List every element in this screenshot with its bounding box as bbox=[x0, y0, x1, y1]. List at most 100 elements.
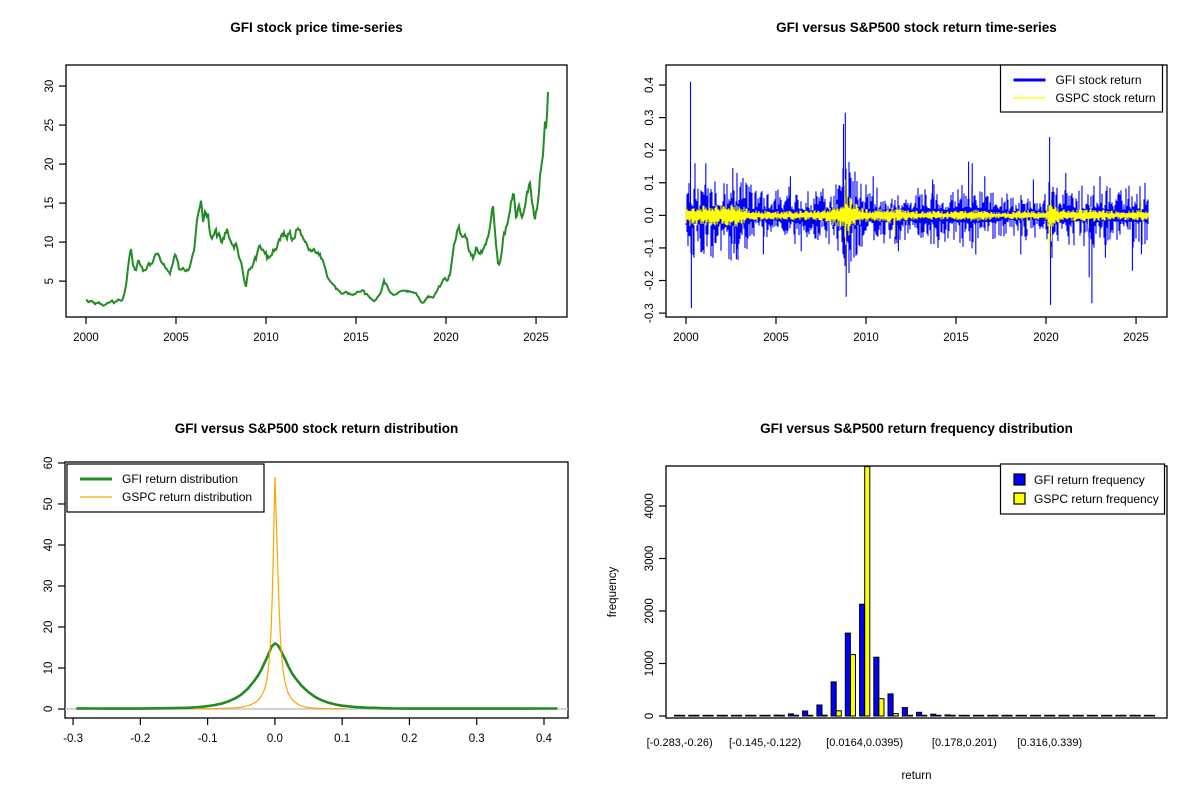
returns-chart: GFI versus S&P500 stock return time-seri… bbox=[644, 20, 1168, 344]
gfi-bar bbox=[1129, 714, 1136, 717]
y-tick-label: -0.2 bbox=[644, 271, 656, 291]
gspc-bar bbox=[921, 714, 928, 717]
y-tick-label: 5 bbox=[44, 278, 56, 284]
gspc-bar bbox=[778, 714, 785, 717]
gfi-bar bbox=[773, 714, 780, 717]
gfi-bar bbox=[1115, 714, 1122, 717]
gspc-bar bbox=[1006, 714, 1013, 717]
legend-label: GFI return distribution bbox=[122, 472, 238, 486]
gspc-bar bbox=[1020, 714, 1027, 717]
legend-label: GSPC stock return bbox=[1056, 91, 1156, 105]
gspc-bar bbox=[1035, 714, 1042, 717]
x-tick-label: 0.3 bbox=[469, 733, 485, 745]
gspc-bar bbox=[693, 714, 700, 717]
gfi-bar bbox=[787, 713, 794, 717]
gspc-bar bbox=[750, 714, 757, 717]
gspc-bar bbox=[807, 714, 814, 717]
y-tick-label: 0 bbox=[43, 706, 55, 712]
gspc-bar bbox=[721, 714, 728, 717]
histogram-chart: GFI versus S&P500 return frequency distr… bbox=[607, 421, 1168, 782]
y-tick-label: 60 bbox=[43, 457, 55, 470]
x-tick-label: 2020 bbox=[433, 332, 459, 344]
plot-box bbox=[64, 461, 569, 719]
y-tick-label: 20 bbox=[43, 621, 55, 634]
gspc-bar bbox=[935, 714, 942, 717]
legend-box bbox=[66, 463, 265, 513]
gfi-bar bbox=[830, 681, 837, 717]
gspc-bar bbox=[878, 698, 885, 717]
x-tick-label: -0.3 bbox=[63, 733, 83, 745]
legend: GFI return frequency GSPC return frequenc… bbox=[999, 463, 1166, 515]
gfi-bar bbox=[1072, 714, 1079, 717]
gspc-bar bbox=[906, 714, 913, 717]
plot-box bbox=[65, 64, 568, 318]
gfi-bar bbox=[1044, 714, 1051, 717]
bin-label: [0.316,0.339) bbox=[1017, 737, 1082, 749]
y-tick-label: 0.2 bbox=[644, 142, 656, 158]
gspc-bar bbox=[821, 714, 828, 717]
gfi-bar bbox=[702, 714, 709, 717]
legend-label: GFI stock return bbox=[1056, 73, 1142, 87]
gfi-bar bbox=[674, 714, 681, 717]
legend-square-swatch bbox=[1013, 473, 1026, 486]
gspc-bar bbox=[1077, 714, 1084, 717]
gspc-bar bbox=[736, 714, 743, 717]
bin-label: [-0.145,-0.122) bbox=[729, 737, 801, 749]
x-tick-label: 2015 bbox=[943, 332, 969, 344]
y-tick-label: 3000 bbox=[644, 546, 656, 572]
x-tick-label: 2000 bbox=[673, 332, 699, 344]
gspc-bar bbox=[1106, 714, 1113, 717]
y-tick-label: 0.3 bbox=[644, 110, 656, 126]
gspc-bar bbox=[978, 714, 985, 717]
gfi-bar bbox=[844, 632, 851, 717]
plot-box bbox=[665, 64, 1168, 318]
x-tick-label: 0.2 bbox=[401, 733, 417, 745]
x-tick-label: 2025 bbox=[523, 332, 549, 344]
price-chart-panel: GFI stock price time-series 2000 2005 2010 2… bbox=[0, 0, 600, 400]
x-tick-label: 2005 bbox=[163, 332, 189, 344]
legend-box bbox=[999, 64, 1164, 113]
gspc-bar bbox=[793, 714, 800, 717]
plot-box bbox=[665, 465, 1168, 719]
x-tick-label: -0.1 bbox=[198, 733, 218, 745]
gfi-bar bbox=[1058, 714, 1065, 717]
x-tick-label: 0.0 bbox=[267, 733, 283, 745]
gfi-bar bbox=[972, 714, 979, 717]
gfi-bar bbox=[1143, 714, 1150, 717]
y-tick-label: 30 bbox=[44, 80, 56, 93]
gfi-bar bbox=[759, 714, 766, 717]
gfi-bar bbox=[1015, 714, 1022, 717]
chart-title: GFI versus S&P500 stock return distribut… bbox=[175, 421, 459, 436]
gspc-bar bbox=[892, 713, 899, 717]
gfi-bar bbox=[958, 714, 965, 717]
y-tick-label: 30 bbox=[43, 580, 55, 593]
gfi-bar bbox=[930, 713, 937, 717]
y-tick-label: 4000 bbox=[644, 493, 656, 519]
x-axis-label: return bbox=[901, 770, 931, 782]
gspc-bar bbox=[864, 466, 871, 717]
gspc-bar bbox=[949, 714, 956, 717]
x-tick-label: 2010 bbox=[253, 332, 279, 344]
gfi-bar bbox=[987, 714, 994, 717]
gfi-price-series bbox=[85, 91, 549, 307]
gspc-frequency-bars bbox=[679, 466, 1156, 717]
gfi-frequency-bars bbox=[674, 603, 1150, 717]
legend-box bbox=[999, 463, 1166, 515]
chart-title: GFI versus S&P500 stock return time-seri… bbox=[776, 20, 1057, 35]
x-tick-label: 0.4 bbox=[536, 733, 553, 745]
bin-label: [0.178,0.201) bbox=[932, 737, 997, 749]
gfi-bar bbox=[1101, 714, 1108, 717]
gfi-return-series bbox=[685, 81, 1149, 309]
gspc-bar bbox=[992, 714, 999, 717]
x-tick-label: 2010 bbox=[853, 332, 879, 344]
legend-label: GFI return frequency bbox=[1034, 473, 1145, 487]
gfi-bar bbox=[688, 714, 695, 717]
gfi-bar bbox=[816, 704, 823, 717]
y-tick-label: 0.1 bbox=[644, 175, 656, 191]
y-tick-label: 20 bbox=[44, 158, 56, 171]
gspc-bar bbox=[764, 714, 771, 717]
bin-label: [-0.283,-0.26) bbox=[647, 737, 713, 749]
legend-label: GSPC return distribution bbox=[122, 490, 252, 504]
